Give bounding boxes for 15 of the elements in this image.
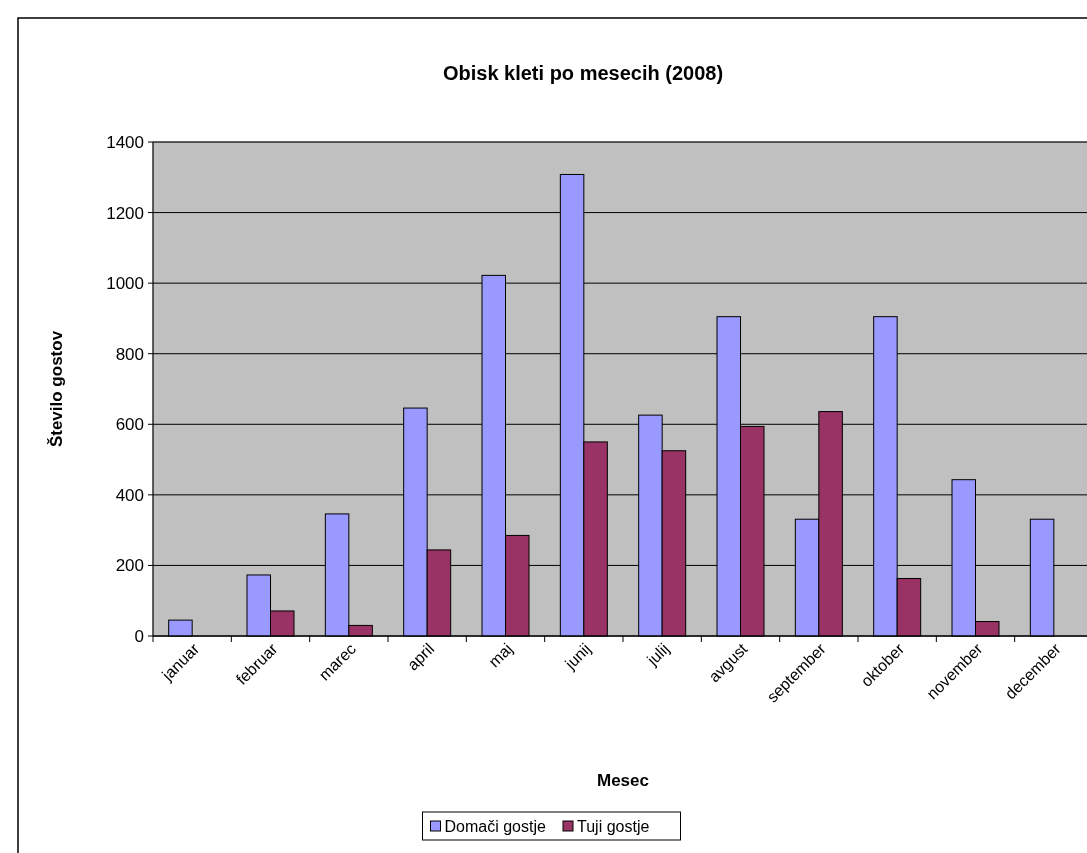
x-tick-label: maj bbox=[485, 640, 516, 671]
chart-title: Obisk kleti po mesecih (2008) bbox=[442, 62, 724, 84]
legend-label: Tuji gostje bbox=[577, 817, 650, 835]
x-axis-title: Mesec bbox=[597, 771, 649, 790]
x-tick-label: julij bbox=[643, 640, 673, 670]
y-tick-label: 200 bbox=[115, 556, 144, 576]
legend-label: Domači gostje bbox=[444, 817, 546, 835]
y-tick-label: 400 bbox=[115, 485, 144, 505]
y-tick-label: 800 bbox=[115, 344, 144, 364]
y-tick-label: 1200 bbox=[106, 203, 144, 223]
y-tick-label: 1400 bbox=[106, 132, 144, 152]
y-tick-label: 1000 bbox=[106, 274, 144, 294]
y-tick-label: 0 bbox=[134, 626, 144, 646]
y-axis-title: Število gostov bbox=[47, 330, 66, 448]
y-tick-label: 600 bbox=[115, 415, 144, 435]
